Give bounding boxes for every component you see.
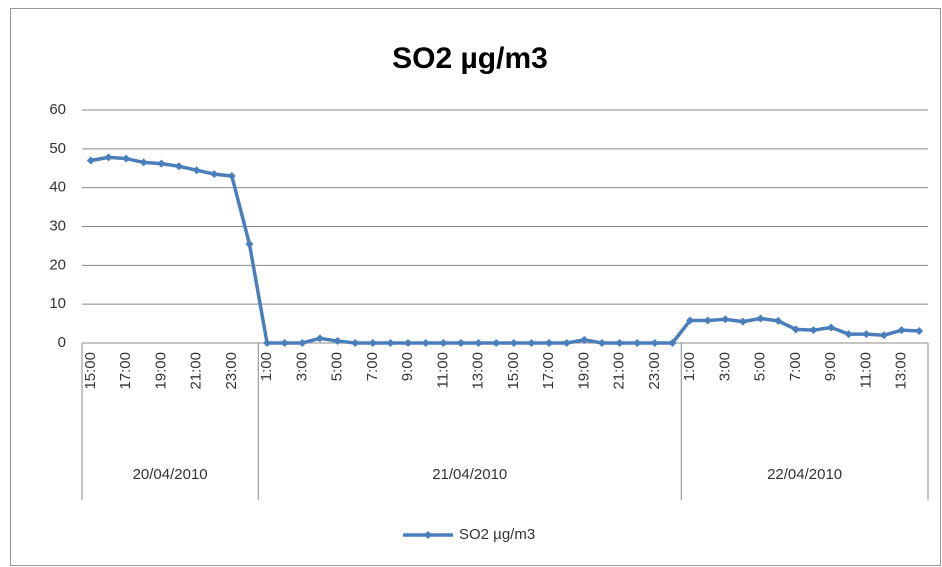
x-tick-label: 9:00 xyxy=(822,352,839,381)
x-tick-label: 13:00 xyxy=(470,352,487,390)
x-tick-label: 23:00 xyxy=(646,352,663,390)
y-tick-label: 0 xyxy=(58,334,66,351)
data-point xyxy=(827,323,836,332)
data-point xyxy=(668,339,677,347)
x-tick-label: 17:00 xyxy=(117,352,134,390)
data-point xyxy=(915,326,924,335)
y-tick-label: 20 xyxy=(49,256,66,273)
data-point xyxy=(368,339,377,347)
x-tick-label: 19:00 xyxy=(575,352,592,390)
x-tick-label: 23:00 xyxy=(223,352,240,390)
data-point xyxy=(791,325,800,334)
data-point xyxy=(686,316,695,325)
x-tick-label: 1:00 xyxy=(258,352,275,381)
data-point xyxy=(844,330,853,339)
data-point xyxy=(527,339,536,347)
data-point xyxy=(474,339,483,347)
data-point xyxy=(756,314,765,323)
data-point xyxy=(738,317,747,326)
data-point xyxy=(597,339,606,347)
data-point xyxy=(580,335,589,344)
data-point xyxy=(263,339,272,347)
x-tick-label: 5:00 xyxy=(752,352,769,381)
data-point xyxy=(615,339,624,347)
data-point xyxy=(404,339,413,347)
data-point xyxy=(809,326,818,335)
x-tick-label: 17:00 xyxy=(540,352,557,390)
group-label: 20/04/2010 xyxy=(133,466,208,483)
y-tick-label: 40 xyxy=(49,179,66,196)
x-tick-label: 13:00 xyxy=(893,352,910,390)
data-point xyxy=(333,337,342,346)
x-tick-label: 3:00 xyxy=(293,352,310,381)
data-point xyxy=(122,154,131,163)
data-point xyxy=(421,339,430,347)
data-point xyxy=(897,326,906,335)
data-point xyxy=(703,316,712,325)
chart-title: SO2 µg/m3 xyxy=(392,42,548,75)
group-label: 21/04/2010 xyxy=(432,466,507,483)
data-point xyxy=(862,330,871,339)
x-tick-label: 15:00 xyxy=(505,352,522,390)
data-point xyxy=(210,170,219,179)
x-tick-label: 1:00 xyxy=(681,352,698,381)
data-point xyxy=(633,339,642,347)
data-point xyxy=(386,339,395,347)
data-point xyxy=(879,331,888,340)
x-tick-label: 9:00 xyxy=(399,352,416,381)
data-point xyxy=(298,339,307,347)
x-tick-label: 7:00 xyxy=(787,352,804,381)
x-tick-label: 21:00 xyxy=(188,352,205,390)
data-point xyxy=(139,158,148,167)
data-point xyxy=(104,153,113,162)
data-point xyxy=(157,159,166,168)
data-point xyxy=(280,339,289,347)
x-tick-label: 15:00 xyxy=(82,352,99,390)
data-point xyxy=(439,339,448,347)
data-point xyxy=(545,339,554,347)
data-point xyxy=(174,162,183,171)
data-point xyxy=(245,239,254,248)
data-point xyxy=(562,339,571,347)
legend-marker xyxy=(424,531,432,539)
data-point xyxy=(86,156,95,165)
y-tick-label: 50 xyxy=(49,140,66,157)
x-tick-label: 11:00 xyxy=(434,352,451,388)
data-point xyxy=(509,339,518,347)
chart-frame xyxy=(10,8,941,566)
data-point xyxy=(492,339,501,347)
x-tick-label: 3:00 xyxy=(716,352,733,381)
data-point xyxy=(315,334,324,343)
data-point xyxy=(650,339,659,347)
data-point xyxy=(456,339,465,347)
y-tick-label: 60 xyxy=(49,101,66,118)
y-tick-label: 30 xyxy=(49,217,66,234)
x-tick-label: 5:00 xyxy=(329,352,346,381)
data-point xyxy=(351,339,360,347)
data-point xyxy=(227,172,236,181)
x-tick-label: 19:00 xyxy=(152,352,169,390)
data-point xyxy=(721,315,730,324)
y-tick-label: 10 xyxy=(49,295,66,312)
data-point xyxy=(774,316,783,325)
data-point xyxy=(192,166,201,175)
x-tick-label: 7:00 xyxy=(364,352,381,381)
x-tick-label: 21:00 xyxy=(611,352,628,390)
legend-label: SO2 µg/m3 xyxy=(459,526,535,543)
group-label: 22/04/2010 xyxy=(767,466,842,483)
x-tick-label: 11:00 xyxy=(857,352,874,388)
